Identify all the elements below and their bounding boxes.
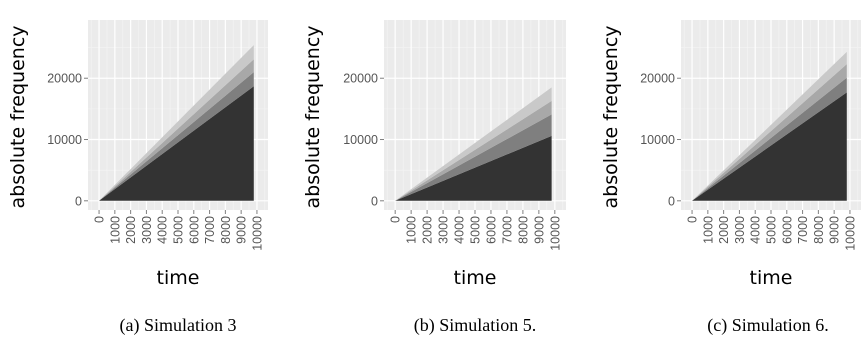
y-axis-label: absolute frequency bbox=[7, 25, 29, 208]
subfigure-caption: (c) Simulation 6. bbox=[707, 315, 828, 336]
area-series-0 bbox=[395, 135, 552, 201]
x-tick-label: 2000 bbox=[124, 216, 138, 244]
x-tick-label: 5000 bbox=[765, 216, 779, 244]
x-tick-label: 1000 bbox=[701, 216, 715, 244]
x-tick-label: 8000 bbox=[516, 216, 530, 244]
x-tick-label: 7000 bbox=[500, 216, 514, 244]
x-tick-label: 8000 bbox=[219, 216, 233, 244]
x-tick-label: 5000 bbox=[172, 216, 186, 244]
x-axis-label: time bbox=[157, 267, 200, 289]
y-tick-label: 10000 bbox=[343, 133, 378, 147]
y-tick-label: 20000 bbox=[47, 72, 82, 86]
x-tick-label: 1000 bbox=[108, 216, 122, 244]
x-tick-label: 4000 bbox=[749, 216, 763, 244]
x-tick-label: 6000 bbox=[780, 216, 794, 244]
x-tick-label: 7000 bbox=[796, 216, 810, 244]
x-tick-label: 10000 bbox=[250, 216, 264, 251]
x-tick-label: 7000 bbox=[203, 216, 217, 244]
x-tick-label: 2000 bbox=[421, 216, 435, 244]
y-axis-label: absolute frequency bbox=[600, 25, 622, 208]
x-tick-label: 0 bbox=[389, 216, 403, 223]
x-tick-label: 4000 bbox=[453, 216, 467, 244]
subfigure-caption: (b) Simulation 5. bbox=[414, 315, 537, 336]
x-tick-label: 3000 bbox=[437, 216, 451, 244]
area-series-3 bbox=[395, 87, 552, 201]
y-axis-label: absolute frequency bbox=[302, 25, 324, 208]
x-tick-label: 10000 bbox=[843, 216, 857, 251]
area-series-2 bbox=[692, 64, 847, 201]
x-axis-label: time bbox=[454, 267, 497, 289]
y-tick-label: 0 bbox=[668, 194, 675, 208]
x-tick-label: 6000 bbox=[484, 216, 498, 244]
area-series-0 bbox=[692, 92, 847, 201]
area-series-3 bbox=[99, 45, 254, 201]
area-series-1 bbox=[692, 77, 847, 201]
x-tick-label: 3000 bbox=[140, 216, 154, 244]
x-tick-label: 4000 bbox=[156, 216, 170, 244]
x-tick-label: 10000 bbox=[548, 216, 562, 251]
x-tick-label: 9000 bbox=[532, 216, 546, 244]
x-tick-label: 5000 bbox=[469, 216, 483, 244]
x-tick-label: 9000 bbox=[828, 216, 842, 244]
area-series-3 bbox=[692, 51, 847, 201]
x-tick-label: 1000 bbox=[405, 216, 419, 244]
subfigure-caption: (a) Simulation 3 bbox=[120, 315, 237, 336]
y-tick-label: 10000 bbox=[640, 133, 675, 147]
area-series-2 bbox=[99, 59, 254, 201]
x-axis-label: time bbox=[750, 267, 793, 289]
x-tick-label: 3000 bbox=[733, 216, 747, 244]
x-tick-label: 0 bbox=[686, 216, 700, 223]
y-tick-label: 0 bbox=[371, 194, 378, 208]
x-tick-label: 9000 bbox=[235, 216, 249, 244]
y-tick-label: 0 bbox=[75, 194, 82, 208]
y-tick-label: 20000 bbox=[343, 72, 378, 86]
x-tick-label: 8000 bbox=[812, 216, 826, 244]
y-tick-label: 20000 bbox=[640, 72, 675, 86]
x-tick-label: 2000 bbox=[717, 216, 731, 244]
area-series-2 bbox=[395, 100, 552, 201]
x-tick-label: 0 bbox=[93, 216, 107, 223]
x-tick-label: 6000 bbox=[187, 216, 201, 244]
y-tick-label: 10000 bbox=[47, 133, 82, 147]
